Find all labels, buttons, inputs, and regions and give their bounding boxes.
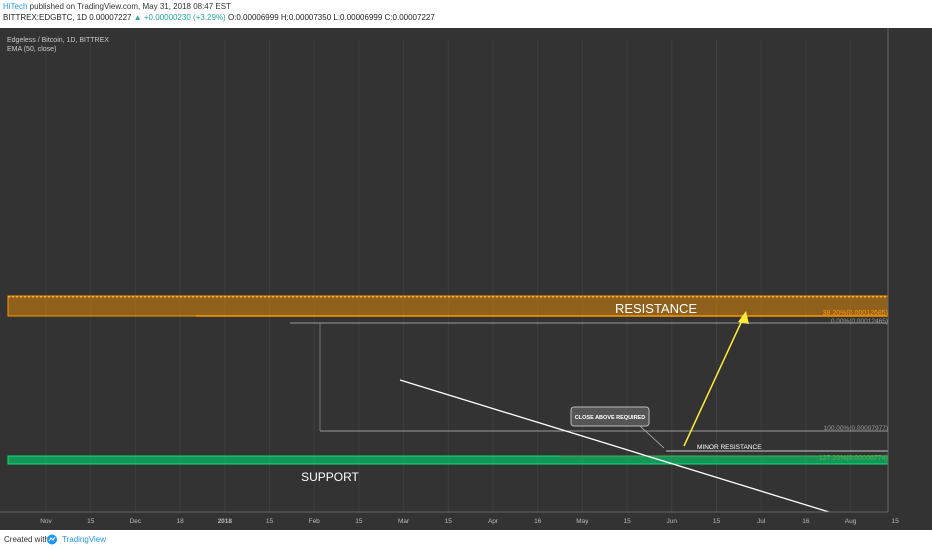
created-with-text: Created with (4, 535, 49, 544)
author-link[interactable]: HiTech (3, 2, 28, 11)
time-axis-bg (0, 512, 932, 530)
time-tick-label: 2018 (218, 518, 233, 525)
time-tick-label: 18 (176, 518, 184, 525)
arrow-head-icon (738, 311, 749, 324)
ohlc-info: BITTREX:EDGBTC, 1D 0.00007227 ▲ +0.00000… (3, 13, 435, 22)
projection-arrow (683, 313, 746, 447)
support-zone (7, 455, 889, 465)
descending-trendline (399, 379, 843, 517)
time-tick-label: Aug (845, 518, 857, 525)
grid-lines (45, 40, 896, 512)
ohlc-values: O:0.00006999 H:0.00007350 L:0.00006999 C… (225, 13, 435, 22)
price-axis-bg (888, 28, 932, 530)
fib-100-label: 100.00%(0.00007977) (824, 425, 888, 432)
close-above-callout (570, 406, 650, 427)
publish-text: published on TradingView.com, May 31, 20… (27, 2, 231, 11)
resistance-zone (7, 295, 889, 317)
time-tick-label: Feb (309, 518, 321, 525)
footer: Created with TradingView (0, 530, 932, 550)
publish-info: HiTech published on TradingView.com, May… (3, 2, 231, 11)
time-tick-label: Mar (398, 518, 410, 525)
time-tick-label: 15 (355, 518, 363, 525)
chart-area[interactable]: CLOSE ABOVE REQUIRED RESISTANCE SUPPORT … (0, 28, 932, 530)
callout-pointer (639, 425, 665, 449)
time-tick-label: 15 (623, 518, 631, 525)
time-tick-label: 15 (266, 518, 274, 525)
close-above-label: CLOSE ABOVE REQUIRED (575, 415, 645, 421)
time-tick-label: 15 (713, 518, 721, 525)
price-axis[interactable]: 0.000240000.000230000.000220000.00021000… (887, 28, 932, 530)
time-tick-label: Jul (757, 518, 766, 525)
time-tick-label: 16 (802, 518, 810, 525)
time-tick-label: 15 (892, 518, 900, 525)
tradingview-brand[interactable]: TradingView (62, 535, 107, 544)
time-axis[interactable]: Nov 15 Dec 18 2018 15 Feb 15 Mar 15 Apr 16 May 15 Jun 1… (0, 511, 932, 530)
time-tick-label: Apr (488, 518, 499, 525)
price-chart[interactable]: CLOSE ABOVE REQUIRED RESISTANCE SUPPORT … (0, 28, 932, 530)
time-tick-label: Dec (130, 518, 142, 525)
fib-382-label: 38.20%(0.00012685) (823, 310, 888, 317)
resistance-label: RESISTANCE (615, 301, 697, 316)
ema-legend: EMA (50, close) (7, 46, 56, 53)
chart-header: HiTech published on TradingView.com, May… (0, 0, 932, 28)
time-tick-label: Jun (667, 518, 678, 525)
minor-resistance-label: MINOR RESISTANCE (697, 444, 762, 451)
ohlc-prefix: BITTREX:EDGBTC, 1D 0.00007227 (3, 13, 134, 22)
fib-0-label: 0.00%(0.00012465) (831, 318, 888, 325)
time-tick-label: 15 (445, 518, 453, 525)
time-tick-label: 16 (534, 518, 542, 525)
price-change: ▲ +0.00000230 (+3.29%) (133, 13, 226, 22)
fib-1272-label: 127.20%(0.00006774) (819, 455, 888, 462)
tradingview-logo-icon[interactable] (46, 534, 58, 545)
time-tick-label: Nov (40, 518, 52, 525)
symbol-legend: Edgeless / Bitcoin, 1D, BITTREX (7, 37, 109, 44)
time-tick-label: 15 (87, 518, 95, 525)
support-label: SUPPORT (301, 470, 359, 484)
time-tick-label: May (576, 518, 589, 525)
